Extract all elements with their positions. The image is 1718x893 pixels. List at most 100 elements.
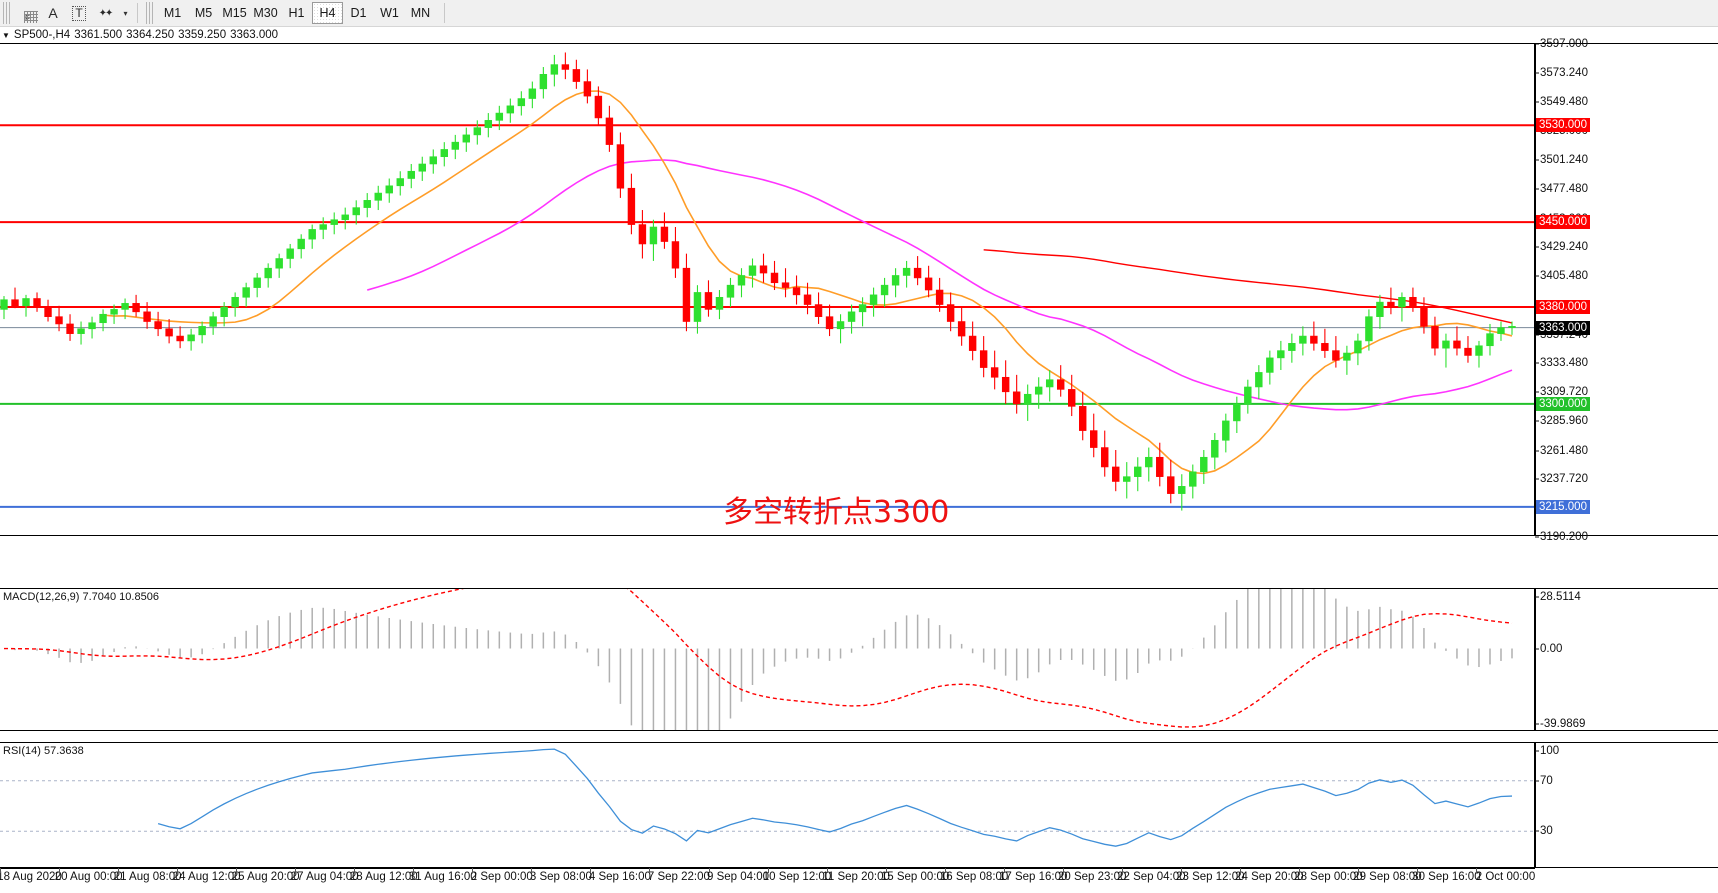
time-label-3: 24 Aug 12:00 <box>172 871 241 883</box>
time-axis[interactable]: 18 Aug 2020 20 Aug 00:00 21 Aug 08:00 24 Au… <box>0 868 1718 893</box>
time-tick-7 <box>413 868 415 873</box>
time-label-22: 28 Sep 00:00 <box>1294 871 1363 883</box>
timeframe-w1[interactable]: W1 <box>380 6 399 20</box>
timeframe-h4[interactable]: H4 <box>312 2 343 24</box>
time-tick-22 <box>1298 868 1300 873</box>
time-tick-12 <box>708 868 710 873</box>
rsi-plot-area[interactable] <box>0 743 1534 867</box>
toolbar-divider-1 <box>137 3 138 23</box>
price-tick-17: 3190.200 <box>1535 531 1588 543</box>
rsi-label: RSI(14) 57.3638 <box>3 745 84 757</box>
toolbar-grip-1[interactable] <box>3 2 12 24</box>
price-level-tag-3300-000[interactable]: 3300.000 <box>1536 396 1590 411</box>
time-label-20: 23 Sep 12:00 <box>1176 871 1245 883</box>
symbol-close: 3363.000 <box>230 29 279 41</box>
macd-pane[interactable]: MACD(12,26,9) 7.7040 10.8506 <box>0 588 1535 731</box>
macd-plot-area[interactable] <box>0 589 1534 730</box>
macd-tick-2: -39.9869 <box>1535 718 1586 730</box>
price-level-tag-3380-000[interactable]: 3380.000 <box>1536 300 1590 314</box>
macd-tick-label: 0.00 <box>1540 642 1563 655</box>
price-tick-7: 3429.240 <box>1535 241 1588 253</box>
timeframe-mn[interactable]: MN <box>410 6 431 20</box>
price-chart-pane[interactable] <box>0 43 1535 536</box>
text-label-icon[interactable]: T <box>66 2 92 25</box>
time-label-19: 22 Sep 04:00 <box>1117 871 1186 883</box>
price-tick-5: 3477.480 <box>1535 182 1588 195</box>
price-level-tag-3530-000[interactable]: 3530.000 <box>1536 118 1590 133</box>
timeframe-m1[interactable]: M1 <box>163 6 182 20</box>
chart-annotation-text[interactable]: 多空转折点3300 <box>723 495 950 530</box>
crosshair-f-icon[interactable]: F <box>14 2 40 25</box>
toolbar-grip-2[interactable] <box>146 2 155 24</box>
price-tick-14: 3261.480 <box>1535 444 1588 457</box>
price-tick-label: 3405.480 <box>1540 270 1588 283</box>
rsi-scale-axis <box>1535 742 1536 868</box>
price-tick-label: 3573.240 <box>1540 66 1588 79</box>
time-label-11: 7 Sep 22:00 <box>647 871 710 883</box>
price-level-tag-3363-000[interactable]: 3363.000 <box>1536 320 1590 335</box>
chart-expand-icon[interactable]: ▼ <box>2 30 10 40</box>
time-label-6: 28 Aug 12:00 <box>349 871 418 883</box>
toolbar-divider-2 <box>444 3 445 23</box>
price-level-tag-3450-000[interactable]: 3450.000 <box>1536 215 1590 230</box>
price-tick-label: 3285.960 <box>1540 414 1588 427</box>
timeframe-d1[interactable]: D1 <box>350 6 367 20</box>
macd-tick-label: -39.9869 <box>1540 718 1586 730</box>
time-label-10: 4 Sep 16:00 <box>588 871 651 883</box>
rsi-tick-label: 70 <box>1540 774 1553 787</box>
time-tick-21 <box>1239 868 1241 873</box>
macd-tick-label: 28.5114 <box>1540 591 1581 603</box>
time-label-2: 21 Aug 08:00 <box>113 871 182 883</box>
macd-scale[interactable]: 28.5114 0.00 -39.9869 <box>1535 588 1718 731</box>
price-tick-label: 3261.480 <box>1540 444 1588 457</box>
price-tick-13: 3285.960 <box>1535 414 1588 427</box>
symbol-name: SP500-,H4 <box>13 29 71 41</box>
time-tick-14 <box>826 868 828 873</box>
price-tick-label: 3501.240 <box>1540 154 1588 167</box>
price-tick-1: 3573.240 <box>1535 66 1588 79</box>
text-a-glyph: A <box>48 5 58 21</box>
time-label-1: 20 Aug 00:00 <box>54 871 123 883</box>
time-label-4: 25 Aug 20:00 <box>231 871 300 883</box>
price-tick-label: 3333.480 <box>1540 357 1588 370</box>
time-tick-23 <box>1357 868 1359 873</box>
time-tick-8 <box>472 868 474 873</box>
price-scale[interactable]: 3597.0003573.2403549.4803525.0003501.240… <box>1535 38 1718 543</box>
time-label-24: 30 Sep 16:00 <box>1412 871 1481 883</box>
objects-icon[interactable]: ✦✦ <box>92 2 118 25</box>
time-label-15: 15 Sep 00:00 <box>880 871 950 883</box>
time-tick-2 <box>118 868 120 873</box>
price-tick-label: 3477.480 <box>1540 182 1588 195</box>
text-a-icon[interactable]: A <box>40 2 66 25</box>
price-tick-8: 3405.480 <box>1535 270 1588 283</box>
price-tick-label: 3549.480 <box>1540 95 1588 108</box>
price-level-tag-3215-000[interactable]: 3215.000 <box>1536 499 1590 514</box>
time-label-9: 3 Sep 08:00 <box>529 871 592 883</box>
time-tick-20 <box>1180 868 1182 873</box>
timeframe-m5[interactable]: M5 <box>194 6 213 20</box>
time-tick-13 <box>767 868 769 873</box>
rsi-pane[interactable]: RSI(14) 57.3638 <box>0 742 1535 868</box>
time-label-0: 18 Aug 2020 <box>0 871 62 883</box>
price-tick-4: 3501.240 <box>1535 154 1588 167</box>
rsi-scale[interactable]: 100 70 30 <box>1535 742 1718 868</box>
timeframe-h1[interactable]: H1 <box>288 6 305 20</box>
price-tick-label: 3597.000 <box>1540 38 1588 50</box>
time-tick-4 <box>236 868 238 873</box>
time-tick-15 <box>885 868 887 873</box>
timeframe-m15[interactable]: M15 <box>222 6 247 20</box>
price-plot-area[interactable] <box>0 44 1534 535</box>
price-tick-label: 3190.200 <box>1540 531 1588 543</box>
price-tick-12: 3309.720 <box>1535 386 1588 398</box>
time-tick-0 <box>0 868 1 873</box>
timeframe-m30[interactable]: M30 <box>253 6 278 20</box>
time-label-14: 11 Sep 20:00 <box>822 871 890 883</box>
text-label-glyph: T <box>72 5 86 21</box>
time-tick-5 <box>295 868 297 873</box>
objects-dropdown-icon[interactable]: ▾ <box>118 2 132 25</box>
objects-glyph: ✦✦ <box>98 7 114 19</box>
time-label-16: 16 Sep 08:00 <box>939 871 1009 883</box>
time-label-18: 20 Sep 23:00 <box>1057 871 1127 883</box>
time-label-7: 31 Aug 16:00 <box>408 871 477 883</box>
time-label-12: 9 Sep 04:00 <box>706 871 770 883</box>
